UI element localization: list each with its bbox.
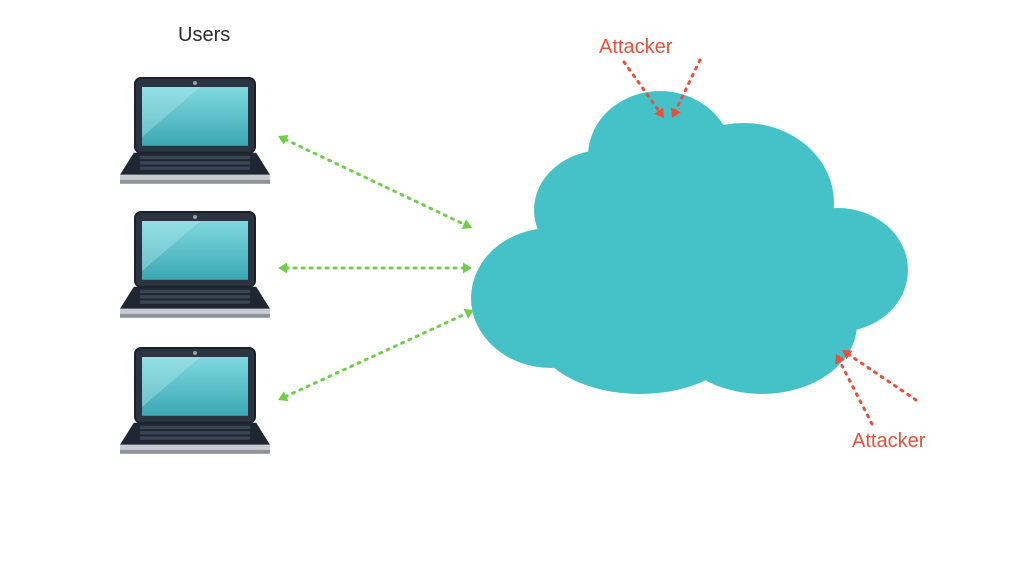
laptop-icon	[120, 348, 270, 454]
attacker-top-label: Attacker	[599, 36, 672, 59]
user-connections	[278, 135, 474, 401]
laptop-icon	[120, 212, 270, 318]
laptops-group	[120, 78, 270, 454]
laptop-icon	[120, 78, 270, 184]
users-label: Users	[178, 24, 230, 47]
diagram-svg	[0, 0, 1024, 576]
cloud-firewall-label: Cloud Firewall	[575, 238, 702, 261]
diagram-canvas: Users Cloud Firewall Attacker Attacker	[0, 0, 1024, 576]
attacker-bottom-label: Attacker	[852, 430, 925, 453]
